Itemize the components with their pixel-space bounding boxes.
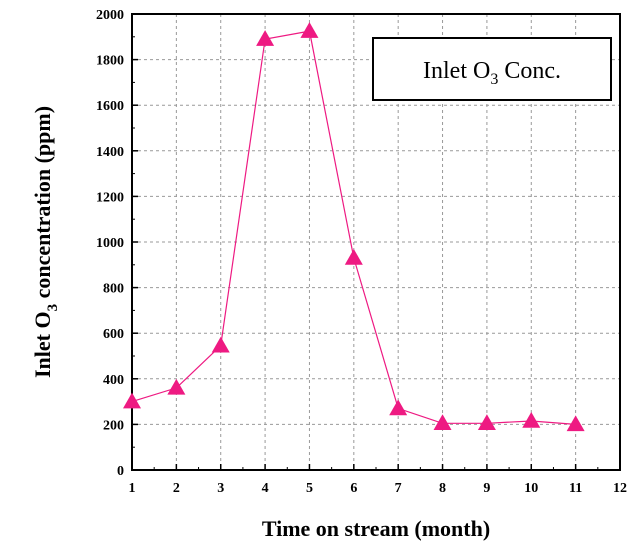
x-tick-label: 3: [217, 481, 224, 496]
x-tick-label: 6: [350, 481, 357, 496]
y-axis-title: Inlet O3 concentration (ppm): [30, 106, 61, 378]
data-point-marker: [123, 392, 141, 409]
legend-label: Inlet O3 Conc.: [423, 58, 561, 88]
legend: Inlet O3 Conc.: [372, 37, 612, 101]
x-tick-label: 10: [524, 481, 538, 496]
legend-box: [372, 37, 612, 101]
x-tick-label: 11: [569, 481, 582, 496]
x-tick-label: 5: [306, 481, 313, 496]
legend-label-subscript: 3: [490, 71, 498, 88]
y-axis-title-tail: concentration (ppm): [30, 106, 55, 304]
x-axis-title: Time on stream (month): [262, 516, 490, 541]
data-point-marker: [477, 414, 496, 431]
data-point-marker: [522, 411, 541, 428]
x-tick-label: 4: [262, 481, 269, 496]
data-point-marker: [300, 22, 319, 38]
data-point-marker: [211, 336, 230, 353]
x-tick-label: 2: [173, 481, 180, 496]
data-point-marker: [256, 30, 275, 46]
y-tick-label: 1000: [96, 236, 124, 251]
y-tick-label: 800: [103, 282, 124, 297]
x-tick-label: 9: [483, 481, 490, 496]
y-tick-label: 0: [117, 464, 124, 479]
x-tick-label: 7: [395, 481, 402, 496]
x-tick-label: 12: [613, 481, 627, 496]
y-tick-label: 1600: [96, 99, 124, 114]
y-tick-label: 400: [103, 373, 124, 388]
data-point-marker: [433, 414, 452, 431]
ticks: 1 2 3 4 5 6 7 8 9 10 11 120200400600800100012001400…: [96, 8, 627, 496]
y-tick-label: 2000: [96, 8, 124, 23]
x-tick-label: 8: [439, 481, 446, 496]
legend-label-tail: Conc.: [498, 58, 561, 84]
y-tick-label: 1200: [96, 190, 124, 205]
y-axis-title-main: Inlet O: [30, 311, 55, 378]
y-tick-label: 200: [103, 418, 124, 433]
y-tick-label: 1800: [96, 54, 124, 69]
x-tick-label: 1: [129, 481, 136, 496]
y-axis-title-subscript: 3: [45, 304, 61, 312]
data-point-marker: [389, 399, 408, 416]
y-tick-label: 1400: [96, 145, 124, 160]
data-point-marker: [344, 248, 363, 265]
legend-label-main: Inlet O: [423, 58, 490, 84]
series: [123, 22, 585, 432]
data-point-marker: [167, 378, 186, 395]
grid: [132, 14, 620, 470]
data-point-marker: [566, 415, 585, 432]
y-tick-label: 600: [103, 327, 124, 342]
